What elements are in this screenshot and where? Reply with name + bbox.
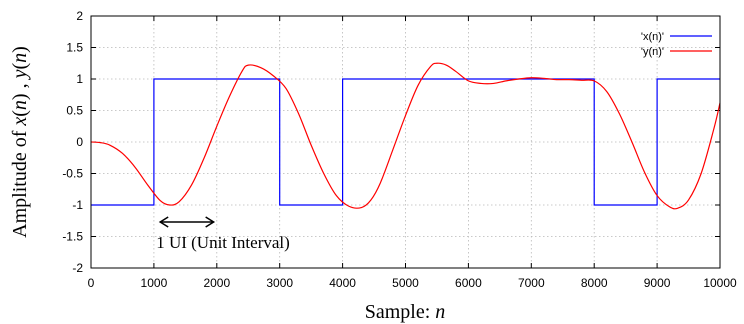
x-tick-label: 6000 (455, 276, 482, 290)
x-tick-labels: 0 1000 2000 3000 4000 5000 6000 7000 8000 9000 100… (88, 276, 737, 290)
y-axis-label: Amplitude of x(n) , y(n) (9, 46, 31, 238)
x-axis-label: Sample: n (365, 301, 446, 323)
y-axis-label-part-4: ) , (9, 78, 31, 100)
y-tick-label: 1.5 (66, 41, 83, 55)
grid-lines (91, 16, 720, 268)
x-tick-label: 8000 (581, 276, 608, 290)
unit-interval-arrowhead-left (158, 216, 169, 228)
y-axis-label-part-6: ( (9, 63, 31, 70)
series-lines (90, 62, 721, 210)
x-tick-label: 3000 (266, 276, 293, 290)
y-tick-label: -1 (72, 198, 83, 212)
y-axis-label-part-3: n (9, 100, 31, 110)
x-tick-label: 2000 (203, 276, 230, 290)
x-tick-label: 0 (88, 276, 95, 290)
x-tick-label: 1000 (141, 276, 168, 290)
y-tick-label: 1 (76, 72, 83, 86)
series-line-x (91, 78, 720, 206)
unit-interval-arrowhead-right (205, 216, 216, 228)
legend: 'x(n)' 'y(n)' (641, 31, 712, 58)
y-axis-label-part-2: ( (9, 110, 31, 117)
x-axis-label-var: n (435, 301, 445, 323)
y-axis-label-part-7: n (9, 53, 31, 63)
x-tick-label: 4000 (329, 276, 356, 290)
plot-frame (90, 15, 721, 269)
y-tick-label: 0.5 (66, 104, 83, 118)
y-axis-label-part-5: y (9, 69, 31, 80)
x-tick-label: 10000 (703, 276, 737, 290)
series-line-y (90, 62, 721, 210)
y-axis-label-part-1: x (9, 117, 31, 127)
unit-interval-annotation: 1 UI (Unit Interval) (156, 216, 290, 252)
y-tick-label: -0.5 (62, 167, 83, 181)
y-tick-label: -2 (72, 261, 83, 275)
x-tick-label: 5000 (392, 276, 419, 290)
x-axis-label-prefix: Sample: (365, 301, 436, 323)
tick-marks (90, 15, 721, 269)
x-tick-label: 9000 (644, 276, 671, 290)
y-tick-label: 0 (76, 135, 83, 149)
legend-label-y: 'y(n)' (641, 46, 664, 58)
x-tick-label: 7000 (518, 276, 545, 290)
y-axis-label-part-8: ) (9, 46, 31, 53)
y-tick-label: 2 (76, 9, 83, 23)
y-tick-labels: -2 -1.5 -1 -0.5 0 0.5 1 1.5 2 (62, 9, 83, 275)
y-axis-label-part-0: Amplitude of (9, 126, 31, 238)
unit-interval-label: 1 UI (Unit Interval) (156, 233, 290, 252)
y-tick-label: -1.5 (62, 230, 83, 244)
legend-label-x: 'x(n)' (641, 31, 664, 43)
